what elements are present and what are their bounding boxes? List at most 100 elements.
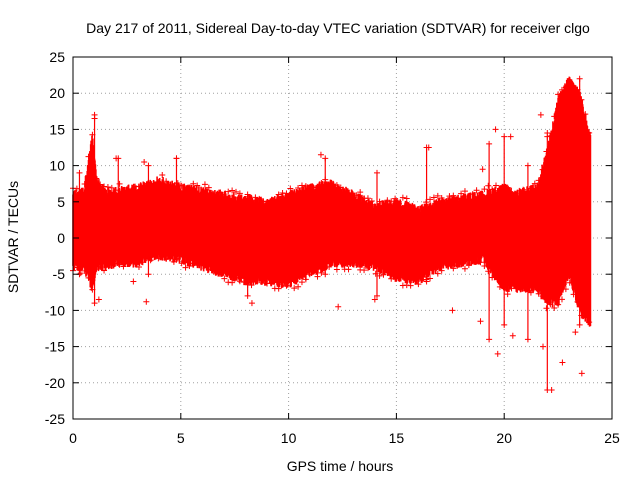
data-point [167, 255, 174, 262]
data-point [479, 166, 486, 173]
data-point [576, 321, 583, 328]
data-point [570, 82, 577, 89]
data-point [558, 296, 565, 303]
data-point [167, 182, 174, 189]
data-point [415, 281, 422, 288]
data-point [314, 273, 321, 280]
data-point [548, 387, 555, 394]
x-tick-label: 25 [604, 430, 620, 446]
data-point [384, 197, 391, 204]
data-point [461, 265, 468, 272]
x-tick-label: 5 [177, 430, 185, 446]
data-point [113, 155, 120, 162]
y-tick-label: -25 [45, 411, 65, 427]
data-point [182, 264, 189, 271]
data-point [578, 370, 585, 377]
data-point [524, 336, 531, 343]
data-point [244, 292, 251, 299]
data-point [128, 187, 135, 194]
data-point [364, 195, 371, 202]
data-point [372, 270, 379, 277]
data-point [314, 183, 321, 190]
data-point [492, 126, 499, 133]
data-point [341, 188, 348, 195]
data-point [551, 305, 558, 312]
data-point [101, 267, 108, 274]
data-point [371, 296, 378, 303]
data-point [174, 255, 181, 262]
data-point [283, 282, 290, 289]
x-tick-label: 15 [389, 430, 405, 446]
data-point [194, 261, 201, 268]
data-point [221, 191, 228, 198]
data-point [335, 303, 342, 310]
data-point [411, 275, 418, 282]
data-point [178, 260, 185, 267]
data-point [256, 277, 263, 284]
data-point [298, 279, 305, 286]
data-point [496, 283, 503, 290]
y-tick-label: 15 [49, 121, 65, 137]
data-point [380, 271, 387, 278]
data-point [458, 190, 465, 197]
data-point [91, 300, 98, 307]
data-point [430, 266, 437, 273]
y-tick-label: 5 [57, 194, 65, 210]
data-point [141, 158, 148, 165]
data-point [333, 266, 340, 273]
data-point [240, 196, 247, 203]
data-point [298, 182, 305, 189]
x-tick-label: 10 [281, 430, 297, 446]
data-point [392, 195, 399, 202]
data-point [450, 265, 457, 272]
data-point [77, 270, 84, 277]
data-point [151, 181, 158, 188]
data-point [551, 113, 558, 120]
data-point [326, 182, 333, 189]
data-point [494, 350, 501, 357]
data-point [535, 177, 542, 184]
data-point [388, 198, 395, 205]
data-point [85, 153, 92, 160]
y-tick-label: -20 [45, 375, 65, 391]
data-point [520, 186, 527, 193]
data-point [267, 280, 274, 287]
data-point [507, 133, 514, 140]
data-point [427, 196, 434, 203]
data-point [143, 298, 150, 305]
data-point [190, 260, 197, 267]
data-point [317, 151, 324, 158]
data-point [576, 75, 583, 82]
data-point [582, 111, 589, 118]
data-point [256, 195, 263, 202]
data-point [337, 257, 344, 264]
data-point [481, 186, 488, 193]
data-point [130, 278, 137, 285]
data-point [493, 274, 500, 281]
data-point [473, 187, 480, 194]
data-point [260, 275, 267, 282]
data-point [425, 144, 432, 151]
data-point [174, 180, 181, 187]
data-point [486, 140, 493, 147]
data-point [349, 259, 356, 266]
plot-area [70, 75, 593, 394]
data-point [380, 202, 387, 209]
data-point [221, 275, 228, 282]
data-point [198, 190, 205, 197]
x-tick-label: 0 [69, 430, 77, 446]
data-point [461, 188, 468, 195]
data-point [512, 283, 519, 290]
data-point [454, 262, 461, 269]
data-point [322, 271, 329, 278]
data-point [229, 279, 236, 286]
data-point [252, 278, 259, 285]
data-point [151, 252, 158, 259]
data-point [76, 169, 83, 176]
data-point [295, 184, 302, 191]
data-point [345, 266, 352, 273]
data-point [186, 186, 193, 193]
y-tick-label: 0 [57, 230, 65, 246]
data-point [116, 261, 123, 268]
data-point [438, 267, 445, 274]
